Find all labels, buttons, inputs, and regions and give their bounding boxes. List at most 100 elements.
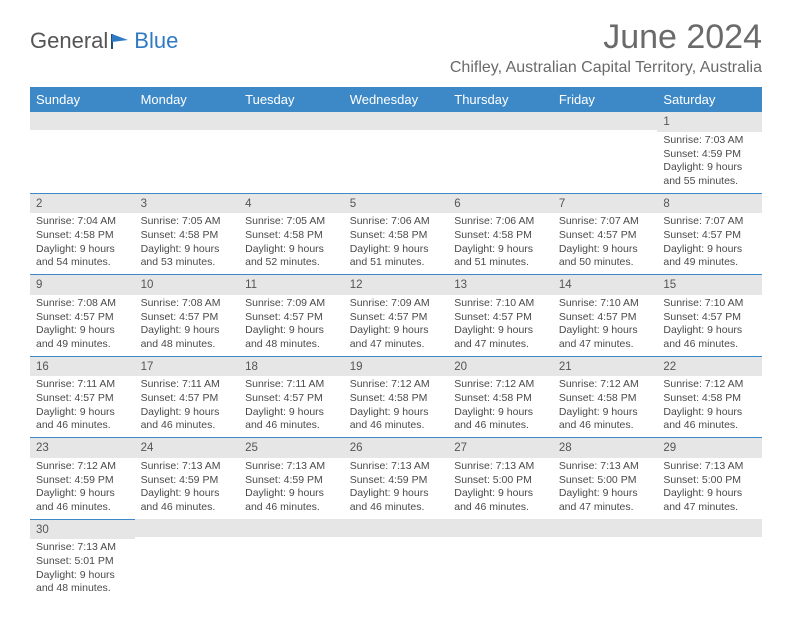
sunrise-text: Sunrise: 7:12 AM — [559, 378, 652, 392]
title-block: June 2024 Chifley, Australian Capital Te… — [450, 18, 762, 77]
logo-text-blue: Blue — [134, 28, 178, 54]
sunset-text: Sunset: 4:57 PM — [36, 311, 129, 325]
calendar-cell: 6Sunrise: 7:06 AMSunset: 4:58 PMDaylight… — [448, 193, 553, 275]
day-detail: Sunrise: 7:11 AMSunset: 4:57 PMDaylight:… — [135, 376, 240, 437]
daylight-text-2: and 46 minutes. — [454, 501, 547, 515]
day-number: 23 — [30, 438, 135, 458]
daylight-text-1: Daylight: 9 hours — [454, 243, 547, 257]
day-number — [448, 519, 553, 537]
daylight-text-1: Daylight: 9 hours — [350, 324, 443, 338]
calendar-cell: 28Sunrise: 7:13 AMSunset: 5:00 PMDayligh… — [553, 438, 658, 520]
day-detail: Sunrise: 7:10 AMSunset: 4:57 PMDaylight:… — [553, 295, 658, 356]
calendar-cell: 20Sunrise: 7:12 AMSunset: 4:58 PMDayligh… — [448, 356, 553, 438]
daylight-text-1: Daylight: 9 hours — [141, 324, 234, 338]
calendar-week: 16Sunrise: 7:11 AMSunset: 4:57 PMDayligh… — [30, 356, 762, 438]
day-number: 26 — [344, 438, 449, 458]
sunset-text: Sunset: 4:58 PM — [454, 392, 547, 406]
calendar-cell: 23Sunrise: 7:12 AMSunset: 4:59 PMDayligh… — [30, 438, 135, 520]
daylight-text-2: and 48 minutes. — [36, 582, 129, 596]
daylight-text-1: Daylight: 9 hours — [350, 243, 443, 257]
daylight-text-1: Daylight: 9 hours — [559, 406, 652, 420]
daylight-text-2: and 46 minutes. — [36, 419, 129, 433]
day-number — [448, 112, 553, 130]
day-number: 12 — [344, 275, 449, 295]
sunrise-text: Sunrise: 7:13 AM — [245, 460, 338, 474]
daylight-text-1: Daylight: 9 hours — [663, 406, 756, 420]
day-number — [657, 519, 762, 537]
sunset-text: Sunset: 4:57 PM — [36, 392, 129, 406]
day-detail: Sunrise: 7:06 AMSunset: 4:58 PMDaylight:… — [344, 213, 449, 274]
calendar-week: 23Sunrise: 7:12 AMSunset: 4:59 PMDayligh… — [30, 438, 762, 520]
sunset-text: Sunset: 4:58 PM — [663, 392, 756, 406]
calendar-cell: 5Sunrise: 7:06 AMSunset: 4:58 PMDaylight… — [344, 193, 449, 275]
day-detail: Sunrise: 7:13 AMSunset: 5:01 PMDaylight:… — [30, 539, 135, 600]
calendar-cell: 18Sunrise: 7:11 AMSunset: 4:57 PMDayligh… — [239, 356, 344, 438]
calendar-cell: 9Sunrise: 7:08 AMSunset: 4:57 PMDaylight… — [30, 275, 135, 357]
sunrise-text: Sunrise: 7:10 AM — [559, 297, 652, 311]
calendar-week: 30Sunrise: 7:13 AMSunset: 5:01 PMDayligh… — [30, 519, 762, 600]
daylight-text-2: and 46 minutes. — [454, 419, 547, 433]
sunset-text: Sunset: 5:00 PM — [454, 474, 547, 488]
daylight-text-1: Daylight: 9 hours — [350, 406, 443, 420]
sunset-text: Sunset: 4:59 PM — [245, 474, 338, 488]
calendar-cell: 11Sunrise: 7:09 AMSunset: 4:57 PMDayligh… — [239, 275, 344, 357]
calendar-cell: 25Sunrise: 7:13 AMSunset: 4:59 PMDayligh… — [239, 438, 344, 520]
sunrise-text: Sunrise: 7:12 AM — [350, 378, 443, 392]
daylight-text-1: Daylight: 9 hours — [245, 243, 338, 257]
day-number — [30, 112, 135, 130]
location-text: Chifley, Australian Capital Territory, A… — [450, 59, 762, 77]
daylight-text-2: and 47 minutes. — [559, 501, 652, 515]
sunrise-text: Sunrise: 7:06 AM — [454, 215, 547, 229]
day-number: 20 — [448, 357, 553, 377]
day-detail: Sunrise: 7:05 AMSunset: 4:58 PMDaylight:… — [239, 213, 344, 274]
sunset-text: Sunset: 5:00 PM — [559, 474, 652, 488]
sunrise-text: Sunrise: 7:07 AM — [559, 215, 652, 229]
logo-text-general: General — [30, 28, 108, 54]
daylight-text-2: and 46 minutes. — [350, 501, 443, 515]
day-detail: Sunrise: 7:05 AMSunset: 4:58 PMDaylight:… — [135, 213, 240, 274]
logo: General Blue — [30, 18, 178, 54]
daylight-text-1: Daylight: 9 hours — [245, 406, 338, 420]
sunset-text: Sunset: 4:58 PM — [350, 392, 443, 406]
day-detail: Sunrise: 7:12 AMSunset: 4:58 PMDaylight:… — [448, 376, 553, 437]
day-header-row: Sunday Monday Tuesday Wednesday Thursday… — [30, 87, 762, 112]
daylight-text-1: Daylight: 9 hours — [454, 406, 547, 420]
day-number — [135, 112, 240, 130]
daylight-text-2: and 46 minutes. — [36, 501, 129, 515]
calendar-cell: 15Sunrise: 7:10 AMSunset: 4:57 PMDayligh… — [657, 275, 762, 357]
daylight-text-2: and 46 minutes. — [663, 419, 756, 433]
daylight-text-2: and 47 minutes. — [350, 338, 443, 352]
sunrise-text: Sunrise: 7:09 AM — [350, 297, 443, 311]
daylight-text-1: Daylight: 9 hours — [663, 161, 756, 175]
day-number: 7 — [553, 194, 658, 214]
day-number: 25 — [239, 438, 344, 458]
day-number: 27 — [448, 438, 553, 458]
day-number — [135, 519, 240, 537]
sunset-text: Sunset: 5:01 PM — [36, 555, 129, 569]
daylight-text-1: Daylight: 9 hours — [663, 243, 756, 257]
daylight-text-2: and 53 minutes. — [141, 256, 234, 270]
day-number: 15 — [657, 275, 762, 295]
calendar-cell — [135, 519, 240, 600]
day-detail: Sunrise: 7:08 AMSunset: 4:57 PMDaylight:… — [30, 295, 135, 356]
day-number: 1 — [657, 112, 762, 132]
daylight-text-1: Daylight: 9 hours — [559, 243, 652, 257]
daylight-text-1: Daylight: 9 hours — [350, 487, 443, 501]
calendar-cell: 3Sunrise: 7:05 AMSunset: 4:58 PMDaylight… — [135, 193, 240, 275]
sunset-text: Sunset: 4:58 PM — [350, 229, 443, 243]
sunrise-text: Sunrise: 7:13 AM — [141, 460, 234, 474]
sunset-text: Sunset: 4:57 PM — [559, 229, 652, 243]
day-number: 29 — [657, 438, 762, 458]
daylight-text-2: and 46 minutes. — [141, 419, 234, 433]
calendar-cell: 7Sunrise: 7:07 AMSunset: 4:57 PMDaylight… — [553, 193, 658, 275]
sunset-text: Sunset: 4:57 PM — [141, 392, 234, 406]
calendar-cell: 26Sunrise: 7:13 AMSunset: 4:59 PMDayligh… — [344, 438, 449, 520]
daylight-text-1: Daylight: 9 hours — [245, 324, 338, 338]
sunset-text: Sunset: 4:58 PM — [141, 229, 234, 243]
sunrise-text: Sunrise: 7:03 AM — [663, 134, 756, 148]
sunrise-text: Sunrise: 7:04 AM — [36, 215, 129, 229]
daylight-text-2: and 49 minutes. — [36, 338, 129, 352]
day-detail: Sunrise: 7:03 AMSunset: 4:59 PMDaylight:… — [657, 132, 762, 193]
sunset-text: Sunset: 5:00 PM — [663, 474, 756, 488]
sunset-text: Sunset: 4:57 PM — [454, 311, 547, 325]
